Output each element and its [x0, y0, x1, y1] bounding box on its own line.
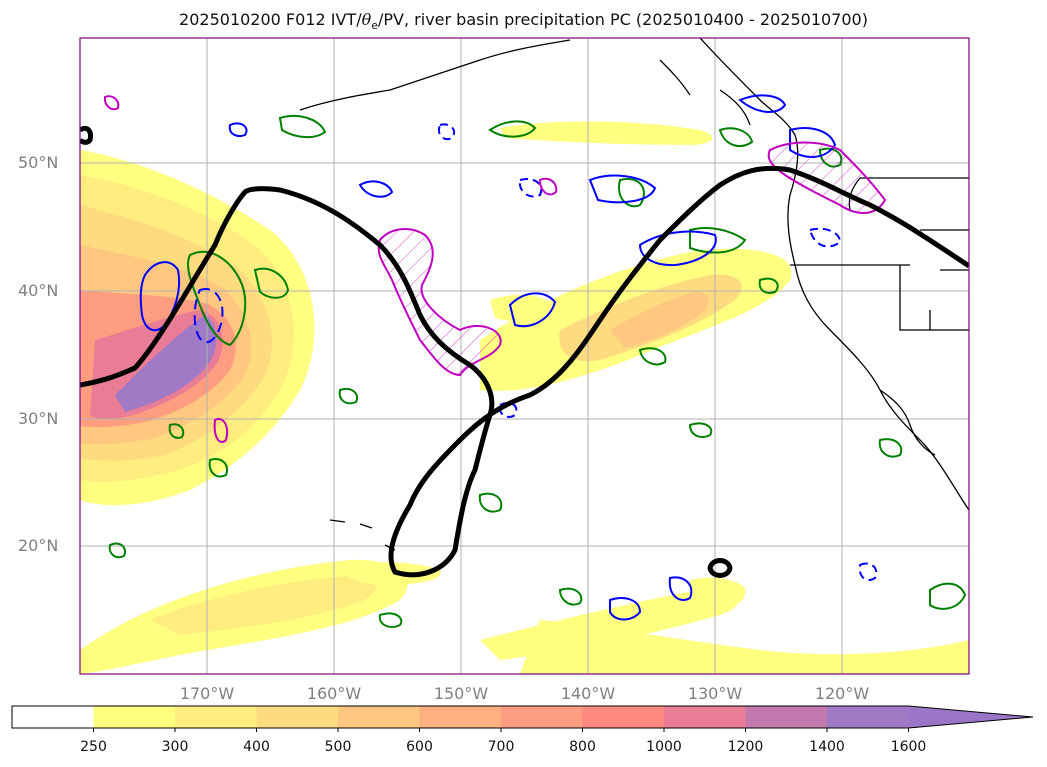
lon-label-130w: 130°W — [687, 684, 743, 703]
colorbar-segment — [501, 706, 583, 728]
lat-label-50: 50°N — [18, 153, 59, 172]
colorbar-tick-label: 1200 — [727, 739, 764, 755]
ivt-colorbar — [11, 705, 1034, 732]
lon-label-160w: 160°W — [306, 684, 362, 703]
ivt-plume-north — [490, 121, 713, 322]
colorbar-tick-label: 1000 — [646, 739, 682, 755]
lat-label-40: 40°N — [18, 281, 59, 300]
colorbar-tick-label: 250 — [80, 739, 107, 755]
theta-e-contours — [80, 125, 969, 578]
colorbar-segment — [12, 706, 94, 728]
colorbar-extend-arrow — [908, 706, 1033, 728]
colorbar-tick-label: 1400 — [809, 739, 845, 755]
map-title: 2025010200 F012 IVT/θe/PV, river basin p… — [179, 10, 868, 33]
colorbar-segment — [93, 706, 176, 728]
lon-label-170w: 170°W — [179, 684, 235, 703]
colorbar-tick-label: 400 — [243, 739, 270, 755]
colorbar-segment — [827, 706, 909, 728]
river-basin-regions — [103, 95, 887, 443]
ivt-plume-central — [480, 248, 792, 391]
ivt-plume-west — [80, 150, 315, 506]
colorbar-tick-label: 1600 — [890, 739, 927, 755]
colorbar-segment — [582, 706, 665, 728]
map-frame — [79, 37, 970, 675]
lat-label-30: 30°N — [18, 409, 59, 428]
colorbar-segment — [419, 706, 502, 728]
colorbar-tick-label: 600 — [406, 739, 433, 755]
lat-label-20: 20°N — [18, 536, 59, 555]
ivt-plume-south — [80, 559, 969, 674]
colorbar-tick-label: 500 — [324, 739, 352, 755]
colorbar-segment — [664, 706, 746, 728]
colorbar-tick-label: 700 — [487, 739, 515, 755]
colorbar-segment — [175, 706, 257, 728]
colorbar-segment — [745, 706, 828, 728]
colorbar-outline — [11, 705, 1034, 729]
colorbar-segment — [256, 706, 339, 728]
lon-label-140w: 140°W — [560, 684, 616, 703]
colorbar-tick-label: 800 — [569, 739, 596, 755]
colorbar-segment — [338, 706, 420, 728]
pv-contours — [139, 94, 878, 621]
lon-label-150w: 150°W — [433, 684, 489, 703]
lon-label-120w: 120°W — [814, 684, 870, 703]
colorbar-tick-label: 300 — [161, 739, 189, 755]
